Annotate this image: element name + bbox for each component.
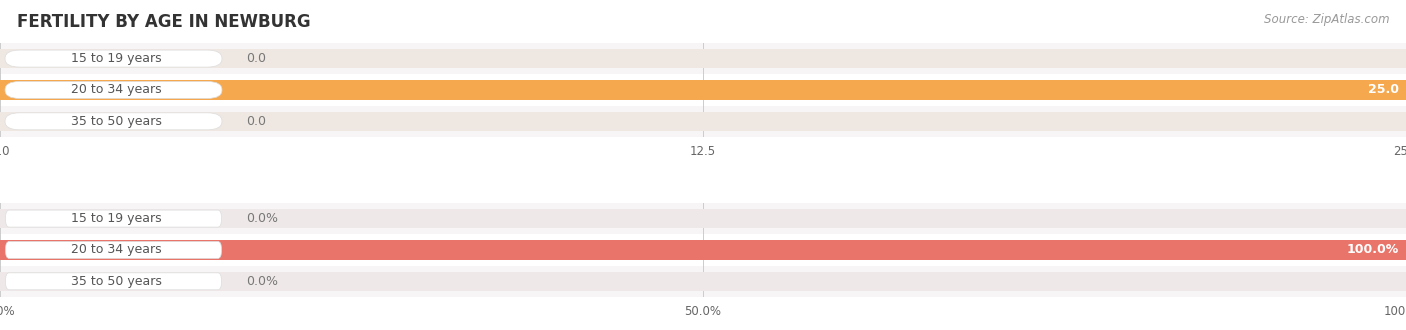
- Text: Source: ZipAtlas.com: Source: ZipAtlas.com: [1264, 13, 1389, 26]
- FancyBboxPatch shape: [6, 50, 222, 67]
- Bar: [0, 240, 1406, 260]
- Text: 35 to 50 years: 35 to 50 years: [70, 275, 162, 288]
- Bar: [0, 74, 1406, 106]
- FancyBboxPatch shape: [6, 210, 222, 227]
- Bar: [0, 80, 1406, 100]
- FancyBboxPatch shape: [6, 113, 222, 130]
- Bar: [0, 43, 1406, 74]
- Text: 0.0: 0.0: [246, 115, 266, 128]
- Text: 15 to 19 years: 15 to 19 years: [70, 52, 162, 65]
- Bar: [0, 106, 1406, 137]
- Bar: [0, 234, 1406, 266]
- Bar: [0, 240, 1406, 260]
- Bar: [0, 266, 1406, 297]
- Text: 20 to 34 years: 20 to 34 years: [70, 244, 162, 256]
- Text: 100.0%: 100.0%: [1347, 244, 1399, 256]
- FancyBboxPatch shape: [6, 82, 222, 98]
- Text: 35 to 50 years: 35 to 50 years: [70, 115, 162, 128]
- Bar: [0, 272, 1406, 291]
- Text: 0.0: 0.0: [246, 52, 266, 65]
- Text: 0.0%: 0.0%: [246, 212, 278, 225]
- FancyBboxPatch shape: [6, 273, 222, 290]
- Bar: [0, 112, 1406, 131]
- Bar: [0, 80, 1406, 100]
- Text: 20 to 34 years: 20 to 34 years: [70, 83, 162, 96]
- Bar: [0, 49, 1406, 68]
- FancyBboxPatch shape: [6, 242, 222, 258]
- Bar: [0, 209, 1406, 228]
- Bar: [0, 203, 1406, 234]
- Text: 15 to 19 years: 15 to 19 years: [70, 212, 162, 225]
- Text: 0.0%: 0.0%: [246, 275, 278, 288]
- Text: FERTILITY BY AGE IN NEWBURG: FERTILITY BY AGE IN NEWBURG: [17, 13, 311, 31]
- Text: 25.0: 25.0: [1368, 83, 1399, 96]
